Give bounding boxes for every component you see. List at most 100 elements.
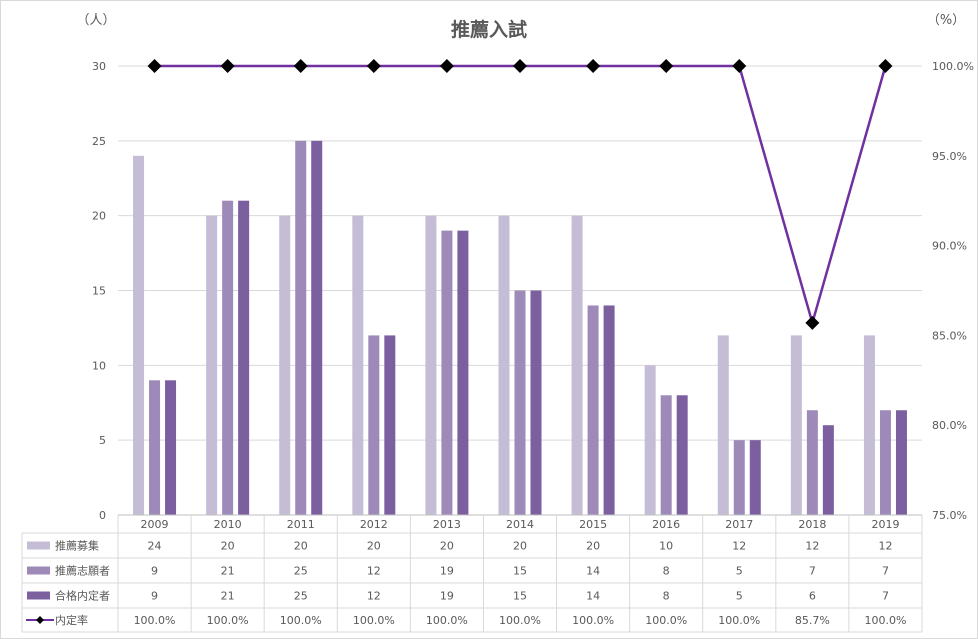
table-cell: 15 xyxy=(513,565,527,578)
rate-marker xyxy=(586,59,601,73)
bar xyxy=(863,335,875,515)
table-cell: 15 xyxy=(513,590,527,603)
x-tick-label: 2019 xyxy=(871,518,899,531)
left-axis-unit: （人） xyxy=(76,13,115,28)
bar xyxy=(425,215,437,515)
table-cell: 100.0% xyxy=(572,614,614,627)
table-cell: 19 xyxy=(440,590,454,603)
x-tick-label: 2010 xyxy=(214,518,242,531)
bar xyxy=(311,140,323,516)
y-tick-label: 5 xyxy=(99,434,106,447)
x-tick-label: 2009 xyxy=(141,518,169,531)
bar xyxy=(571,215,583,515)
table-cell: 25 xyxy=(294,565,308,578)
table-cell: 85.7% xyxy=(795,614,830,627)
y-tick-label: 0 xyxy=(99,509,106,522)
bar xyxy=(587,305,599,515)
rate-marker xyxy=(147,59,162,73)
bar xyxy=(822,425,834,515)
table-cell: 100.0% xyxy=(207,614,249,627)
legend-label: 内定率 xyxy=(55,613,88,627)
rate-marker xyxy=(220,59,235,73)
table-cell: 7 xyxy=(882,590,889,603)
y2-tick-label: 95.0% xyxy=(932,150,967,163)
table-cell: 12 xyxy=(732,540,746,553)
table-cell: 100.0% xyxy=(645,614,687,627)
y-tick-label: 15 xyxy=(92,285,106,298)
bar xyxy=(514,290,526,515)
table-cell: 20 xyxy=(440,540,454,553)
table-cell: 5 xyxy=(736,565,743,578)
legend-marker xyxy=(36,616,44,624)
legend-label: 推薦志願者 xyxy=(55,564,110,578)
table-cell: 20 xyxy=(513,540,527,553)
table-cell: 12 xyxy=(367,565,381,578)
bar xyxy=(149,380,161,515)
rate-marker xyxy=(513,59,527,73)
table-cell: 9 xyxy=(151,565,158,578)
table-cell: 14 xyxy=(586,565,600,578)
table-cell: 5 xyxy=(736,590,743,603)
table-cell: 14 xyxy=(586,590,600,603)
table-cell: 20 xyxy=(221,540,235,553)
bar xyxy=(441,230,453,515)
table-cell: 100.0% xyxy=(426,614,468,627)
x-tick-label: 2017 xyxy=(725,518,753,531)
y2-tick-label: 90.0% xyxy=(932,240,967,253)
table-cell: 100.0% xyxy=(134,614,176,627)
bar xyxy=(806,410,818,515)
bar xyxy=(644,365,656,515)
table-cell: 100.0% xyxy=(499,614,541,627)
bar xyxy=(295,140,307,516)
table-cell: 100.0% xyxy=(280,614,322,627)
legend-swatch xyxy=(27,566,50,575)
table-cell: 100.0% xyxy=(353,614,395,627)
table-cell: 7 xyxy=(882,565,889,578)
x-tick-label: 2012 xyxy=(360,518,388,531)
table-cell: 20 xyxy=(367,540,381,553)
legend-swatch xyxy=(27,591,50,600)
bar xyxy=(206,215,218,515)
table-cell: 24 xyxy=(148,540,162,553)
table-cell: 21 xyxy=(221,590,235,603)
table-cell: 10 xyxy=(659,540,673,553)
bar xyxy=(165,380,177,515)
bar xyxy=(384,335,396,515)
bar xyxy=(676,395,688,515)
table-cell: 9 xyxy=(151,590,158,603)
y-tick-label: 20 xyxy=(92,210,106,223)
table-cell: 7 xyxy=(809,565,816,578)
x-tick-label: 2013 xyxy=(433,518,461,531)
y2-tick-label: 85.0% xyxy=(932,329,967,342)
chart-title: 推薦入試 xyxy=(451,18,527,41)
y2-tick-label: 100.0% xyxy=(932,60,974,73)
table-cell: 20 xyxy=(294,540,308,553)
y2-tick-label: 75.0% xyxy=(932,509,967,522)
bar xyxy=(895,410,907,515)
rate-marker xyxy=(293,59,308,73)
table-cell: 100.0% xyxy=(718,614,760,627)
rate-marker xyxy=(805,315,820,330)
table-cell: 12 xyxy=(878,540,892,553)
y-tick-label: 25 xyxy=(92,135,106,148)
bar xyxy=(603,305,615,515)
table-cell: 12 xyxy=(805,540,819,553)
right-axis-unit: （%） xyxy=(927,13,965,28)
rate-marker xyxy=(732,59,747,73)
bar xyxy=(660,395,672,515)
rate-marker xyxy=(439,59,454,73)
legend-label: 推薦募集 xyxy=(55,539,99,553)
bar xyxy=(733,440,745,515)
table-cell: 25 xyxy=(294,590,308,603)
legend-label: 合格内定者 xyxy=(55,589,110,603)
rate-marker xyxy=(878,59,893,73)
rate-marker xyxy=(366,59,381,73)
bar xyxy=(790,335,802,515)
table-cell: 12 xyxy=(367,590,381,603)
table-cell: 20 xyxy=(586,540,600,553)
table-cell: 21 xyxy=(221,565,235,578)
x-tick-label: 2015 xyxy=(579,518,607,531)
bar xyxy=(457,230,469,515)
bar xyxy=(749,440,761,515)
table-cell: 8 xyxy=(663,565,670,578)
